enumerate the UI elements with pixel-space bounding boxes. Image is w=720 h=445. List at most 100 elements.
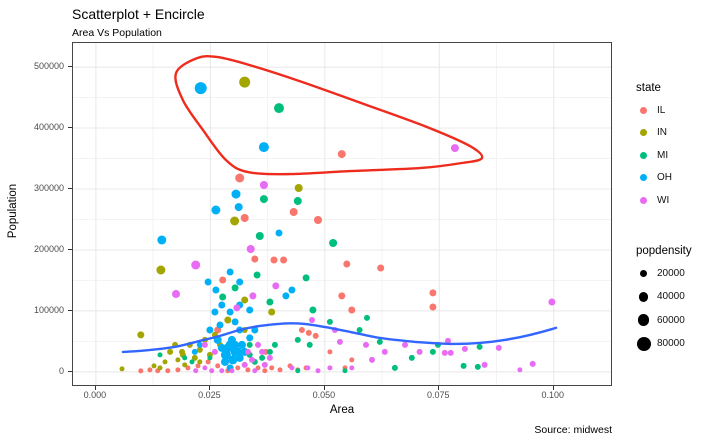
data-point-wi — [447, 349, 454, 356]
legend-item-wi: WI — [636, 189, 672, 212]
data-point-mi — [266, 298, 274, 306]
data-point-wi — [381, 348, 388, 355]
data-point-wi — [416, 348, 423, 355]
data-point-mi — [246, 341, 253, 348]
data-point-wi — [272, 282, 280, 290]
data-point-mi — [429, 348, 436, 355]
data-point-mi — [474, 363, 481, 370]
data-point-oh — [234, 203, 243, 212]
data-point-in — [230, 216, 240, 226]
data-point-wi — [229, 368, 235, 374]
data-point-oh — [226, 308, 234, 316]
legend-size-swatch — [637, 314, 650, 327]
data-point-il — [235, 365, 241, 371]
data-point-wi — [201, 341, 208, 348]
encircle-path — [174, 55, 484, 176]
y-tick-label: 500000 — [33, 61, 64, 72]
x-tick-mark — [94, 386, 96, 390]
data-point-mi — [231, 284, 239, 292]
data-point-il — [343, 260, 351, 268]
plot-canvas — [73, 43, 611, 385]
data-point-il — [289, 208, 298, 216]
data-point-il — [147, 367, 153, 373]
data-point-mi — [266, 348, 273, 355]
data-point-wi — [246, 245, 255, 253]
y-tick-label: 400000 — [33, 122, 64, 133]
data-point-mi — [294, 336, 301, 343]
data-point-wi — [172, 290, 180, 298]
legend-item-label: 80000 — [657, 338, 685, 350]
data-point-mi — [460, 362, 467, 369]
data-point-mi — [274, 103, 284, 114]
legend-key — [636, 270, 651, 278]
data-point-mi — [302, 274, 310, 282]
legend-key — [636, 336, 651, 351]
data-point-oh — [236, 278, 244, 286]
x-tick-label: 0.100 — [541, 390, 565, 400]
data-point-in — [182, 362, 188, 368]
data-point-oh — [220, 349, 231, 360]
y-axis-title: Population — [7, 183, 19, 239]
data-point-oh — [231, 189, 241, 199]
legend-key — [636, 314, 651, 327]
legend-state: state IL IN MI OH WI — [636, 82, 672, 212]
data-point-wi — [529, 360, 536, 367]
data-point-mi — [342, 368, 348, 374]
data-point-il — [195, 363, 201, 369]
data-point-oh — [157, 235, 167, 245]
data-point-mi — [157, 352, 163, 358]
data-point-wi — [327, 365, 333, 371]
y-tick-label: 200000 — [33, 243, 64, 254]
data-point-wi — [241, 361, 248, 368]
data-point-mi — [219, 293, 227, 301]
data-point-il — [337, 150, 346, 159]
data-point-oh — [191, 348, 198, 355]
data-point-il — [338, 292, 346, 300]
data-point-oh — [246, 306, 254, 314]
data-point-il — [240, 214, 249, 222]
data-point-wi — [191, 260, 201, 270]
legend-item-label: MI — [657, 149, 669, 161]
x-tick-mark — [323, 386, 325, 390]
data-point-in — [156, 265, 166, 275]
data-point-mi — [207, 355, 213, 361]
x-tick-label: 0.025 — [198, 390, 221, 400]
data-point-il — [298, 327, 305, 333]
data-point-mi — [309, 306, 317, 314]
legend-size-swatch — [638, 292, 649, 302]
legend-item-label: OH — [657, 172, 672, 184]
data-point-il — [245, 367, 251, 373]
data-point-wi — [209, 368, 215, 374]
x-axis-title: Area — [329, 404, 355, 416]
x-tick-mark — [552, 386, 554, 390]
data-point-oh — [194, 82, 207, 95]
y-tick-label: 300000 — [33, 183, 64, 193]
chart-title: Scatterplot + Encircle — [72, 6, 205, 22]
legend-color-swatch — [640, 196, 647, 204]
data-point-in — [175, 357, 181, 363]
data-point-mi — [329, 239, 338, 247]
data-point-mi — [476, 343, 483, 350]
legend-item-label: WI — [657, 194, 670, 206]
legend-color-swatch — [640, 106, 647, 114]
data-point-mi — [271, 341, 278, 348]
data-point-wi — [211, 348, 218, 355]
legend-item-in: IN — [636, 122, 672, 145]
legend-key — [636, 129, 651, 137]
data-point-wi — [255, 341, 261, 348]
data-point-mi — [253, 271, 261, 279]
data-point-wi — [315, 368, 321, 374]
data-point-wi — [363, 341, 369, 348]
data-point-mi — [259, 354, 266, 361]
data-point-oh — [206, 326, 214, 334]
data-point-mi — [376, 338, 383, 345]
chart-subtitle: Area Vs Population — [72, 27, 162, 39]
data-point-il — [185, 365, 191, 371]
y-tick-mark — [68, 188, 72, 189]
data-point-wi — [261, 361, 268, 368]
data-point-wi — [244, 348, 251, 355]
data-point-il — [269, 365, 275, 371]
data-point-il — [270, 256, 278, 264]
legend-item-mi: MI — [636, 144, 672, 167]
data-point-oh — [258, 142, 269, 153]
